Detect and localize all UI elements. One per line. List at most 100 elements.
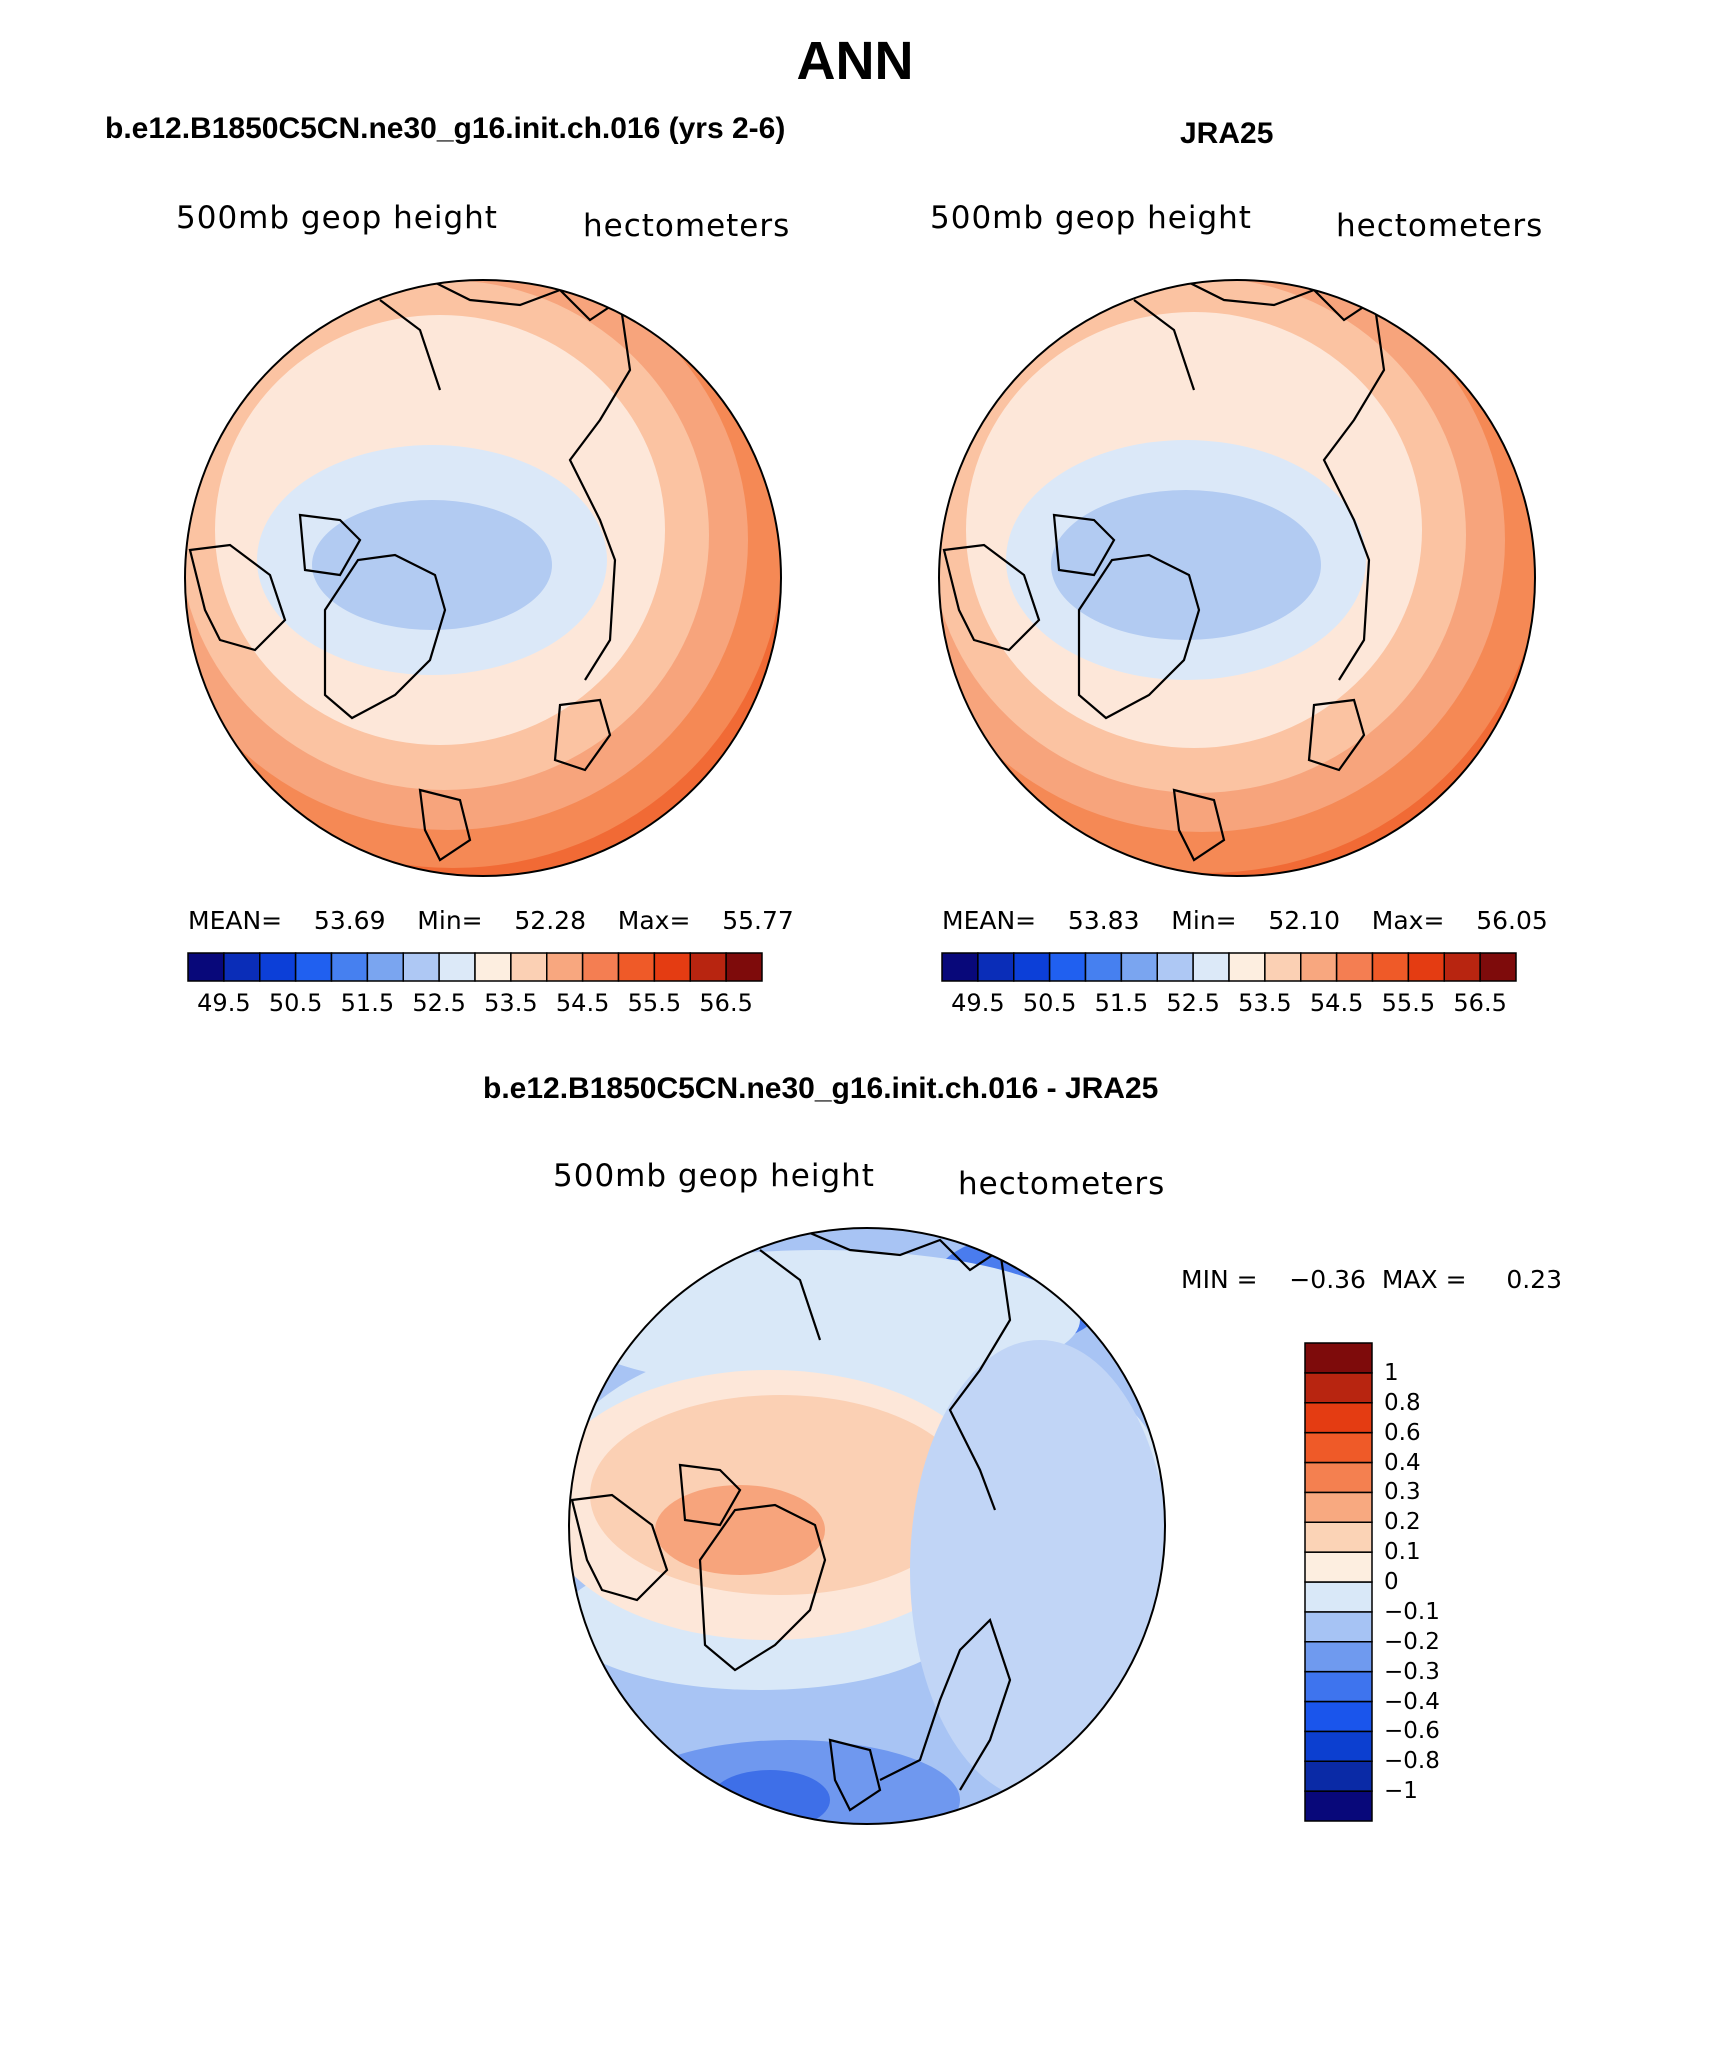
colorbar-swatch <box>1443 952 1481 982</box>
figure-title: ANN <box>796 31 914 91</box>
colorbar-swatch <box>546 952 584 982</box>
colorbar-swatch <box>1407 952 1445 982</box>
panel-3-variable-label: 500mb geop height <box>553 1158 875 1194</box>
colorbar-swatch <box>1304 1700 1373 1733</box>
min-value: 52.10 <box>1268 906 1340 935</box>
map-3 <box>568 1227 1166 1825</box>
min-label: Min= <box>417 906 483 935</box>
colorbar-swatch <box>1304 1431 1373 1464</box>
colorbar-swatch <box>1304 1730 1373 1762</box>
colorbar-tick-label: 52.5 <box>412 989 466 1017</box>
panel-2-variable-label: 500mb geop height <box>930 200 1252 236</box>
colorbar-swatch <box>1479 952 1517 982</box>
colorbar-tick-label: 0.6 <box>1384 1419 1421 1446</box>
panel-2-units-label: hectometers <box>1336 208 1544 244</box>
colorbar-swatch <box>941 952 979 982</box>
colorbar-tick-label: 0.4 <box>1384 1449 1421 1476</box>
colorbar-tick-label: 50.5 <box>268 989 323 1017</box>
colorbar-swatch <box>1304 1342 1373 1374</box>
colorbar-swatch <box>1304 1670 1373 1703</box>
colorbar-tick-label: 49.5 <box>197 989 251 1017</box>
colorbar-swatch <box>1156 952 1194 982</box>
colorbar-swatch <box>1304 1372 1373 1404</box>
colorbar-swatch <box>330 952 369 982</box>
colorbar-swatch <box>725 952 763 982</box>
colorbar-swatch <box>1084 952 1123 982</box>
max-label: MAX = <box>1381 1265 1467 1294</box>
colorbar-tick-label: 54.5 <box>555 989 610 1017</box>
colorbar-tick-label: 1 <box>1384 1359 1399 1386</box>
panel-2-title: JRA25 <box>1180 117 1274 150</box>
colorbar-1 <box>187 952 763 982</box>
colorbar-swatch <box>1300 952 1338 982</box>
colorbar-tick-label: 0.3 <box>1384 1479 1421 1506</box>
max-value: 0.23 <box>1506 1265 1562 1294</box>
colorbar-swatch <box>1228 952 1266 982</box>
colorbar-swatch <box>653 952 691 982</box>
colorbar-swatch <box>1304 1581 1373 1613</box>
colorbar-swatch <box>1304 1641 1373 1673</box>
panel-3-stats: MIN = −0.36 MAX = 0.23 <box>1181 1265 1562 1294</box>
mean-value: 53.69 <box>313 906 386 935</box>
panel-1-stats: MEAN= 53.69 Min= 52.28 Max= 55.77 <box>188 906 794 935</box>
colorbar-tick-label: 53.5 <box>484 989 538 1017</box>
colorbar-swatch <box>1304 1760 1373 1792</box>
colorbar-tick-label: 51.5 <box>340 989 395 1017</box>
min-label: Min= <box>1171 906 1237 935</box>
colorbar-swatch <box>294 952 333 982</box>
colorbar-tick-label: −0.2 <box>1384 1628 1440 1655</box>
panel-2-stats: MEAN= 53.83 Min= 52.10 Max= 56.05 <box>942 906 1548 935</box>
panel-1-units-label: hectometers <box>583 208 791 244</box>
min-value: −0.36 <box>1289 1265 1366 1294</box>
colorbar-swatch <box>1048 952 1087 982</box>
colorbar-tick-label: 49.5 <box>951 989 1005 1017</box>
colorbar-swatch <box>1304 1402 1373 1434</box>
mean-label: MEAN= <box>942 906 1037 935</box>
colorbar-swatch <box>187 952 225 982</box>
map-2 <box>938 279 1536 877</box>
colorbar-tick-label: −0.6 <box>1384 1718 1440 1745</box>
colorbar-tick-label: 55.5 <box>1381 989 1436 1017</box>
colorbar-tick-label: 56.5 <box>1453 989 1507 1017</box>
colorbar-3 <box>1304 1342 1373 1822</box>
colorbar-swatch <box>1304 1521 1373 1553</box>
max-value: 55.77 <box>722 906 794 935</box>
colorbar-swatch <box>1120 952 1158 982</box>
max-label: Max= <box>1371 906 1445 935</box>
min-label: MIN = <box>1181 1265 1258 1294</box>
colorbar-swatch <box>1304 1611 1373 1643</box>
colorbar-tick-label: 53.5 <box>1238 989 1292 1017</box>
colorbar-swatch <box>223 952 261 982</box>
colorbar-tick-label: 0.1 <box>1384 1539 1421 1566</box>
max-label: Max= <box>617 906 691 935</box>
colorbar-swatch <box>1304 1491 1373 1523</box>
max-value: 56.05 <box>1476 906 1548 935</box>
colorbar-swatch <box>1371 952 1410 982</box>
colorbar-swatch <box>474 952 512 982</box>
panel-3-units-label: hectometers <box>958 1166 1166 1202</box>
colorbar-tick-label: 0.2 <box>1384 1509 1421 1536</box>
colorbar-tick-label: −0.3 <box>1384 1658 1440 1685</box>
colorbar-swatch <box>510 952 548 982</box>
colorbar-2 <box>941 952 1517 982</box>
colorbar-tick-label: 56.5 <box>699 989 753 1017</box>
colorbar-tick-label: 51.5 <box>1094 989 1149 1017</box>
colorbar-swatch <box>1192 952 1230 982</box>
colorbar-swatch <box>402 952 440 982</box>
colorbar-swatch <box>259 952 297 982</box>
colorbar-tick-label: 55.5 <box>627 989 682 1017</box>
panel-1-title: b.e12.B1850C5CN.ne30_g16.init.ch.016 (yr… <box>105 112 786 145</box>
colorbar-tick-label: 0.8 <box>1384 1389 1421 1416</box>
colorbar-swatch <box>1304 1461 1373 1494</box>
colorbar-tick-label: 52.5 <box>1166 989 1220 1017</box>
colorbar-swatch <box>1304 1790 1373 1822</box>
colorbar-swatch <box>1304 1551 1373 1583</box>
colorbar-tick-label: −1 <box>1384 1778 1418 1805</box>
colorbar-tick-label: −0.4 <box>1384 1688 1440 1715</box>
colorbar-tick-label: 54.5 <box>1309 989 1364 1017</box>
colorbar-swatch <box>581 952 620 982</box>
colorbar-tick-label: 50.5 <box>1022 989 1077 1017</box>
colorbar-swatch <box>1013 952 1051 982</box>
colorbar-swatch <box>366 952 404 982</box>
